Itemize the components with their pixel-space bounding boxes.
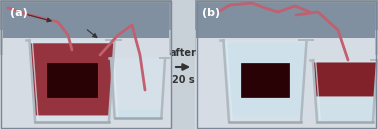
Bar [3,38,169,126]
Bar [196,38,375,126]
Bar [50,82,94,97]
Text: after: after [170,48,197,58]
Bar [243,82,287,97]
Polygon shape [111,58,165,118]
Bar [195,55,378,129]
Polygon shape [315,97,375,122]
Polygon shape [313,62,377,97]
Bar [1,1,171,128]
Bar [47,63,97,97]
Bar [0,0,172,30]
Polygon shape [224,43,307,115]
Polygon shape [29,43,115,115]
Text: (a): (a) [10,8,28,18]
Bar [3,3,169,38]
Text: (b): (b) [202,8,220,18]
Bar [0,0,172,129]
Bar [0,55,172,129]
Bar [195,0,378,129]
Polygon shape [114,109,162,118]
Polygon shape [223,40,307,122]
Bar [196,3,375,38]
Bar [195,0,378,30]
Polygon shape [29,40,115,122]
Polygon shape [313,60,377,122]
Bar [241,63,289,97]
Bar [197,1,376,128]
Bar [172,0,195,129]
Text: 20 s: 20 s [172,75,194,85]
